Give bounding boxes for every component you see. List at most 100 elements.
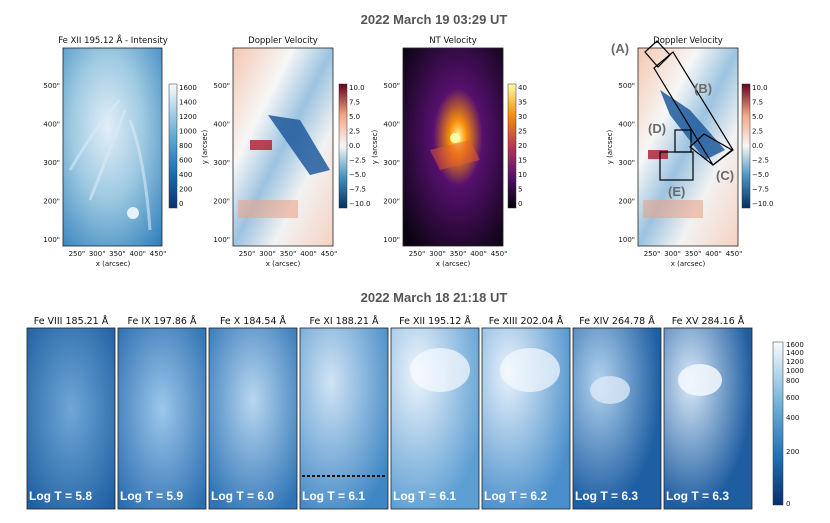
log-t-label: Log T = 6.2 — [484, 489, 547, 503]
x-tick-label: 450" — [726, 250, 743, 258]
colorbar-tick-label: 800 — [786, 377, 799, 385]
bottom-image-fe-x — [208, 327, 298, 510]
bottom-panel-title: Fe XI 188.21 Å — [310, 315, 379, 327]
region-label-d: (D) — [648, 121, 666, 136]
bottom-panel-title: Fe XIV 264.78 Å — [579, 315, 655, 327]
y-tick-label: 200" — [618, 198, 635, 206]
region-label-c: (C) — [716, 168, 734, 183]
bottom-image-fe-viii — [26, 327, 116, 510]
y-tick-label: 400" — [618, 121, 635, 129]
x-tick-label: 400" — [705, 250, 722, 258]
colorbar-tick-label: 0.0 — [752, 142, 763, 150]
bottom-panel-title: Fe VIII 185.21 Å — [34, 315, 109, 327]
colorbar-tick-label: −5.0 — [752, 171, 769, 179]
colorbar-tick-label: 10 — [518, 171, 527, 179]
colorbar — [168, 83, 178, 209]
x-tick-label: 350" — [280, 250, 297, 258]
colorbar-tick-label: 35 — [518, 99, 527, 107]
colorbar-tick-label: 200 — [786, 448, 799, 456]
x-tick-label: 250" — [69, 250, 86, 258]
x-tick-label: 300" — [664, 250, 681, 258]
intensity-image — [63, 48, 162, 246]
colorbar-tick-label: 30 — [518, 113, 527, 121]
colorbar-tick-label: 600 — [179, 157, 192, 165]
log-t-labels: Log T = 5.8 Log T = 5.9 Log T = 6.0 Log … — [29, 489, 729, 503]
region-box-c — [689, 133, 734, 166]
panel-title: Doppler Velocity — [248, 36, 318, 46]
y-tick-label: 500" — [383, 82, 400, 90]
y-tick-label: 100" — [618, 236, 635, 244]
x-tick-label: 450" — [150, 250, 167, 258]
log-t-label: Log T = 5.9 — [120, 489, 183, 503]
x-tick-label: 350" — [450, 250, 467, 258]
x-axis-label: x (arcsec) — [436, 260, 471, 268]
x-tick-label: 300" — [259, 250, 276, 258]
y-tick-label: 200" — [213, 198, 230, 206]
y-tick-label: 400" — [43, 121, 60, 129]
x-tick-label: 250" — [644, 250, 661, 258]
bottom-row — [26, 327, 784, 510]
colorbar-tick-label: 800 — [179, 142, 192, 150]
log-t-label: Log T = 5.8 — [29, 489, 92, 503]
x-tick-label: 400" — [129, 250, 146, 258]
colorbar-tick-label: 7.5 — [349, 99, 360, 107]
panel-doppler: Doppler Velocity — [232, 36, 348, 247]
bottom-titles: Fe VIII 185.21 Å Fe IX 197.86 Å Fe X 184… — [34, 315, 745, 327]
colorbar-tick-label: 15 — [518, 157, 527, 165]
y-tick-label: 500" — [43, 82, 60, 90]
colorbar-tick-label: 2.5 — [752, 128, 763, 136]
colorbar-tick-label: 1200 — [786, 358, 804, 366]
colorbar-tick-label: 1000 — [786, 367, 804, 375]
panel-title: Fe XII 195.12 Å - Intensity — [58, 34, 168, 46]
y-tick-label: 500" — [213, 82, 230, 90]
x-tick-label: 300" — [89, 250, 106, 258]
y-tick-label: 400" — [383, 121, 400, 129]
bottom-image-fe-xv — [663, 327, 753, 510]
colorbar-tick-label: 600 — [786, 394, 799, 402]
bottom-panel-title: Fe X 184.54 Å — [220, 315, 287, 327]
y-tick-label: 100" — [43, 236, 60, 244]
colorbar-tick-label: 10.0 — [349, 84, 365, 92]
colorbar-tick-label: 1200 — [179, 113, 197, 121]
bottom-image-fe-ix — [117, 327, 207, 510]
bottom-colorbar — [772, 341, 784, 506]
x-tick-label: 350" — [685, 250, 702, 258]
colorbar-tick-label: −2.5 — [349, 157, 366, 165]
colorbar-tick-label: −10.0 — [349, 200, 370, 208]
x-tick-label: 250" — [409, 250, 426, 258]
log-t-label: Log T = 6.3 — [666, 489, 729, 503]
panel-nt-velocity: NT Velocity — [402, 36, 517, 247]
bottom-panel-title: Fe XIII 202.04 Å — [489, 315, 564, 327]
colorbar-tick-label: 400 — [786, 414, 799, 422]
colorbar-tick-label: −10.0 — [752, 200, 773, 208]
colorbar-tick-label: 5.0 — [752, 113, 763, 121]
region-box-b — [653, 51, 734, 166]
top-figure-title: 2022 March 19 03:29 UT — [361, 12, 508, 27]
colorbar-tick-label: 200 — [179, 186, 192, 194]
y-tick-label: 200" — [383, 198, 400, 206]
colorbar-tick-label: 5.0 — [349, 113, 360, 121]
colorbar-tick-label: −7.5 — [752, 186, 769, 194]
region-label-a: (A) — [611, 41, 629, 56]
colorbar — [338, 83, 348, 209]
colorbar-tick-label: 1000 — [179, 128, 197, 136]
region-box-e — [659, 151, 694, 181]
x-axis-label: x (arcsec) — [266, 260, 301, 268]
colorbar-tick-label: 0 — [518, 200, 522, 208]
panel-title: NT Velocity — [429, 36, 477, 46]
colorbar-tick-label: 20 — [518, 142, 527, 150]
x-tick-label: 450" — [491, 250, 508, 258]
colorbar-tick-label: 0.0 — [349, 142, 360, 150]
bottom-panel-title: Fe XII 195.12 Å — [399, 315, 471, 327]
colorbar-tick-label: 1400 — [179, 99, 197, 107]
colorbar-tick-label: 1600 — [786, 341, 804, 349]
y-tick-label: 100" — [383, 236, 400, 244]
panel-intensity: Fe XII 195.12 Å - Intensity — [58, 34, 178, 247]
y-tick-label: 300" — [213, 159, 230, 167]
log-t-label: Log T = 6.3 — [575, 489, 638, 503]
colorbar-tick-label: 40 — [518, 84, 527, 92]
y-axis-label: y (arcsec) — [371, 129, 379, 164]
log-t-label: Log T = 6.1 — [393, 489, 456, 503]
y-tick-label: 200" — [43, 198, 60, 206]
